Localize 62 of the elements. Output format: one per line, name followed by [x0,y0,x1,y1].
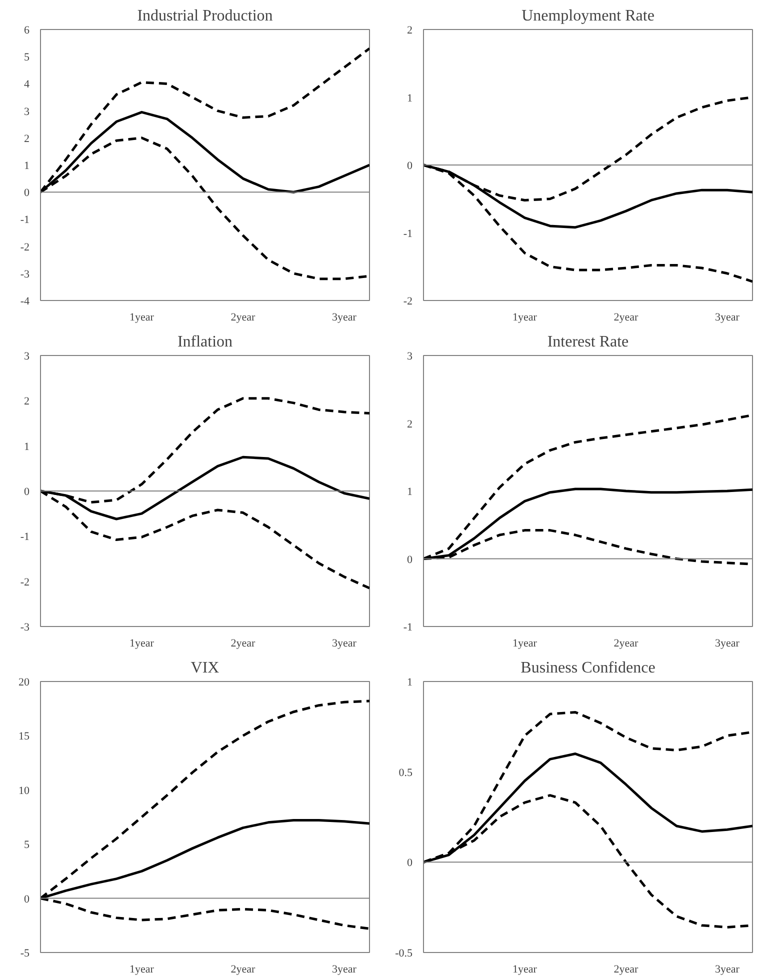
x-tick-label: 1year [130,964,154,976]
y-tick-label: -3 [20,268,30,280]
x-tick-label: 3year [332,638,357,650]
x-tick-label: 3year [332,312,357,324]
y-tick-label: 2 [407,418,412,430]
y-tick-label: -3 [20,622,30,634]
y-tick-label: 1 [407,676,412,688]
chart-title: Inflation [177,334,233,350]
y-tick-label: 2 [24,132,30,145]
chart-title: Unemployment Rate [522,8,654,24]
y-tick-label: 0 [407,160,413,172]
x-tick-label: 1year [512,964,538,976]
x-tick-label: 3year [332,964,357,976]
x-tick-label: 2year [230,312,256,324]
x-tick-label: 2year [614,964,639,976]
x-tick-label: 1year [512,312,538,324]
y-tick-label: 15 [18,730,30,743]
y-tick-label: 2 [407,24,412,36]
y-tick-label: -2 [20,241,30,254]
y-tick-label: 5 [24,839,30,852]
chart-title: Interest Rate [547,334,629,350]
x-tick-label: 2year [230,638,256,650]
y-tick-label: -2 [403,296,413,308]
y-tick-label: -5 [20,948,30,960]
y-tick-label: 1 [407,92,412,104]
y-tick-label: 10 [18,784,30,797]
y-tick-label: 1 [24,160,30,172]
x-tick-label: 2year [614,638,639,650]
y-tick-label: 0 [24,893,30,906]
x-tick-label: 3year [714,964,740,976]
y-tick-label: 20 [18,676,30,688]
y-tick-label: 0 [24,187,30,200]
y-tick-label: 5 [24,52,30,64]
y-tick-label: -0.5 [395,948,413,960]
y-tick-label: -1 [403,622,413,634]
y-tick-label: -4 [20,296,30,308]
y-tick-label: 4 [24,78,30,91]
chart-title: Industrial Production [137,8,273,24]
x-tick-label: 3year [714,312,740,324]
x-tick-label: 2year [230,964,256,976]
y-tick-label: 1 [407,486,412,498]
y-tick-label: 6 [24,24,30,36]
y-tick-label: 3 [407,350,413,362]
y-tick-label: -1 [403,228,413,240]
y-tick-label: -1 [20,214,30,226]
y-tick-label: -2 [20,576,30,588]
y-tick-label: 0 [407,554,413,566]
y-tick-label: 0.5 [398,766,413,779]
x-tick-label: 2year [614,312,639,324]
chart-title: VIX [190,660,220,676]
x-tick-label: 1year [130,638,154,650]
y-tick-label: 0 [407,857,413,870]
y-tick-label: 3 [24,350,30,362]
y-tick-label: 3 [24,106,30,118]
x-tick-label: 3year [714,638,740,650]
x-tick-label: 1year [512,638,538,650]
y-tick-label: -1 [20,531,30,544]
y-tick-label: 1 [24,440,30,453]
x-tick-label: 1year [130,312,154,324]
y-tick-label: 0 [24,486,30,498]
y-tick-label: 2 [24,396,30,408]
chart-title: Business Confidence [520,660,656,676]
